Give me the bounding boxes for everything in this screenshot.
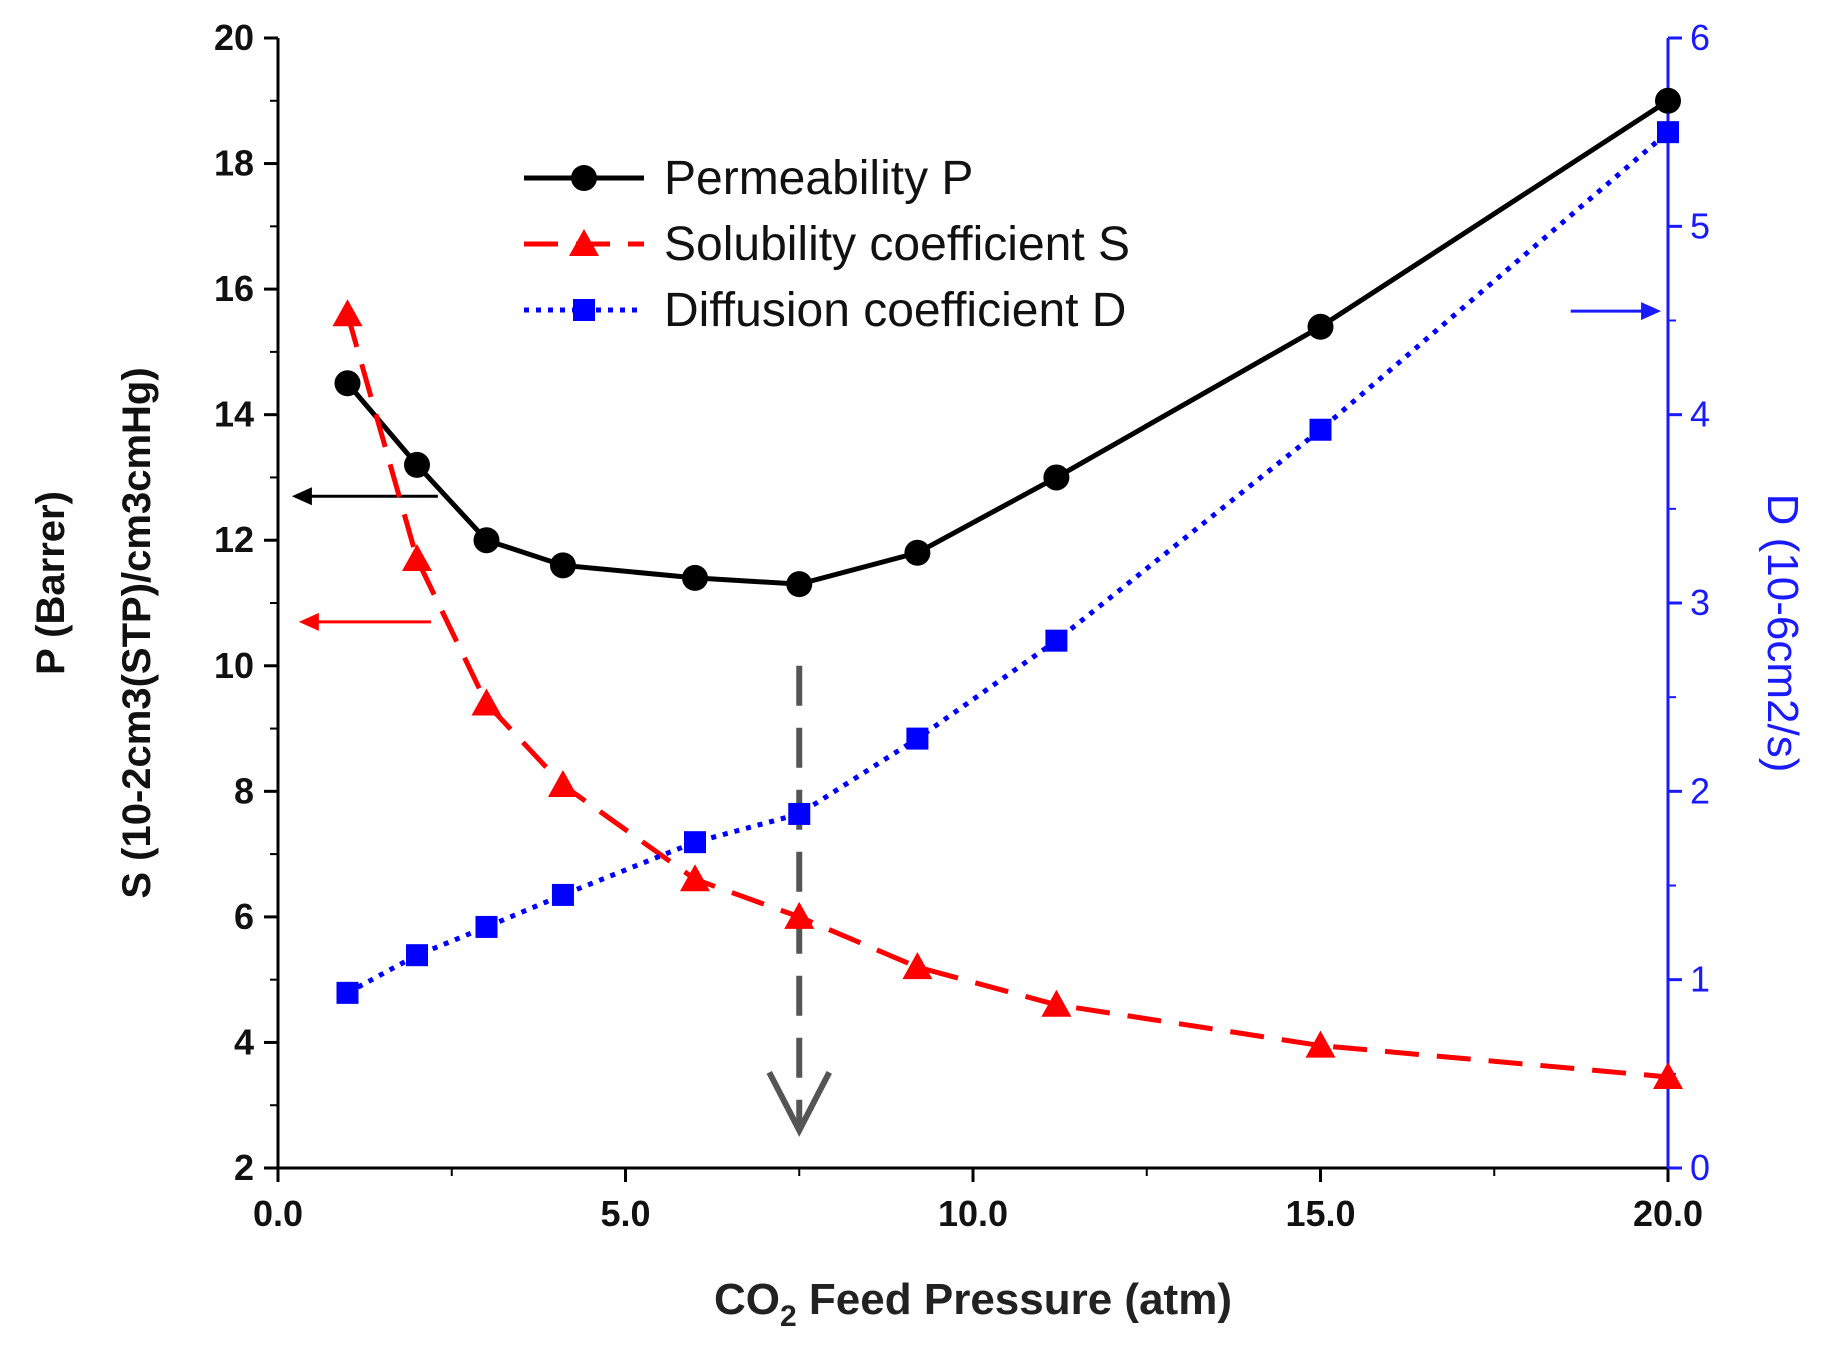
arrow-head	[291, 487, 312, 506]
axes-layer: 0.0 5.0 10.0 15.0 20.02468101214161820012345…	[214, 17, 1710, 1234]
data-point	[786, 571, 813, 598]
y-left-tick-label: 2	[234, 1147, 254, 1188]
data-point	[475, 915, 498, 938]
y-left-tick-label: 14	[214, 394, 254, 435]
data-point	[551, 883, 574, 906]
y-left-tick-label: 18	[214, 143, 254, 184]
data-point	[549, 552, 576, 579]
data-point	[1307, 313, 1334, 340]
y-left-tick-label: 6	[234, 896, 254, 937]
data-point	[680, 864, 710, 892]
data-point	[404, 451, 430, 478]
arrow-head	[298, 612, 319, 631]
data-point	[1657, 121, 1679, 144]
data-point	[473, 527, 500, 554]
data-point	[1309, 418, 1332, 441]
x-tick-label: 20.0	[1633, 1193, 1703, 1234]
data-point	[336, 981, 359, 1004]
y-left-tick-label: 12	[214, 519, 254, 560]
y-right-tick-label: 6	[1690, 17, 1710, 58]
y-left-tick-label: 16	[214, 268, 254, 309]
legend-label: Permeability P	[664, 152, 973, 205]
y-right-tick-label: 0	[1690, 1147, 1710, 1188]
data-point	[906, 727, 929, 750]
data-point	[1045, 629, 1068, 652]
arrow-head	[766, 1070, 832, 1137]
data-point	[784, 901, 815, 929]
arrow-head	[1641, 302, 1662, 321]
series-square	[336, 121, 1679, 1004]
series-triangle	[332, 299, 1683, 1089]
y-left-tick-label: 4	[234, 1021, 254, 1062]
series-circle	[334, 87, 1681, 598]
y-left-title-line2: S (10-2cm3(STP)/cm3cmHg)	[115, 367, 159, 898]
annotation-layer	[291, 302, 1662, 1137]
series-layer	[332, 87, 1683, 1089]
series-line	[345, 98, 1670, 587]
x-tick-label: 5.0	[600, 1193, 650, 1234]
x-tick-label: 0.0	[253, 1193, 303, 1234]
y-left-title-line1: P (Barrer)	[29, 491, 73, 675]
axis-labels: CO2 Feed Pressure (atm)P (Barrer) S (10-2…	[29, 367, 1807, 1333]
legend: Permeability P Solubility coefficient S Di…	[524, 152, 1130, 337]
data-point	[406, 944, 428, 967]
data-point	[332, 299, 363, 327]
data-point	[1043, 464, 1070, 491]
legend-entry: Diffusion coefficient D	[524, 284, 1126, 337]
x-title-subscript: 2	[780, 1300, 797, 1333]
y-right-title: D (10-6cm2/s)	[1758, 494, 1807, 773]
legend-entry: Permeability P	[524, 152, 973, 205]
x-title-part: Feed Pressure (atm)	[797, 1275, 1232, 1324]
y-right-tick-label: 4	[1690, 394, 1710, 435]
x-tick-label: 15.0	[1285, 1193, 1355, 1234]
x-title-part: CO	[714, 1275, 780, 1324]
data-point	[334, 370, 361, 397]
y-right-tick-label: 3	[1690, 582, 1710, 623]
data-point	[682, 564, 708, 591]
data-point	[402, 544, 432, 572]
data-point	[1655, 87, 1681, 114]
data-point	[1041, 989, 1072, 1017]
legend-label: Solubility coefficient S	[664, 218, 1130, 271]
legend-marker	[573, 299, 595, 321]
y-right-tick-label: 2	[1690, 770, 1710, 811]
data-point	[904, 539, 931, 566]
legend-marker	[569, 229, 599, 256]
y-left-tick-label: 8	[234, 770, 254, 811]
y-right-tick-label: 5	[1690, 205, 1710, 246]
y-left-tick-label: 20	[214, 17, 254, 58]
y-right-tick-label: 1	[1690, 959, 1710, 1000]
data-point	[902, 952, 933, 980]
data-point	[547, 770, 578, 798]
legend-entry: Solubility coefficient S	[524, 218, 1130, 271]
y-left-tick-label: 10	[214, 645, 254, 686]
x-tick-label: 10.0	[938, 1193, 1008, 1234]
series-line	[346, 130, 1670, 996]
x-axis-title: CO2 Feed Pressure (atm)	[714, 1275, 1232, 1333]
legend-label: Diffusion coefficient D	[664, 284, 1126, 337]
data-point	[1653, 1061, 1683, 1089]
series-line	[345, 313, 1669, 1080]
data-point	[1305, 1030, 1336, 1058]
legend-marker	[571, 165, 597, 191]
data-point	[788, 802, 811, 825]
data-point	[684, 831, 706, 854]
data-point	[471, 688, 502, 716]
